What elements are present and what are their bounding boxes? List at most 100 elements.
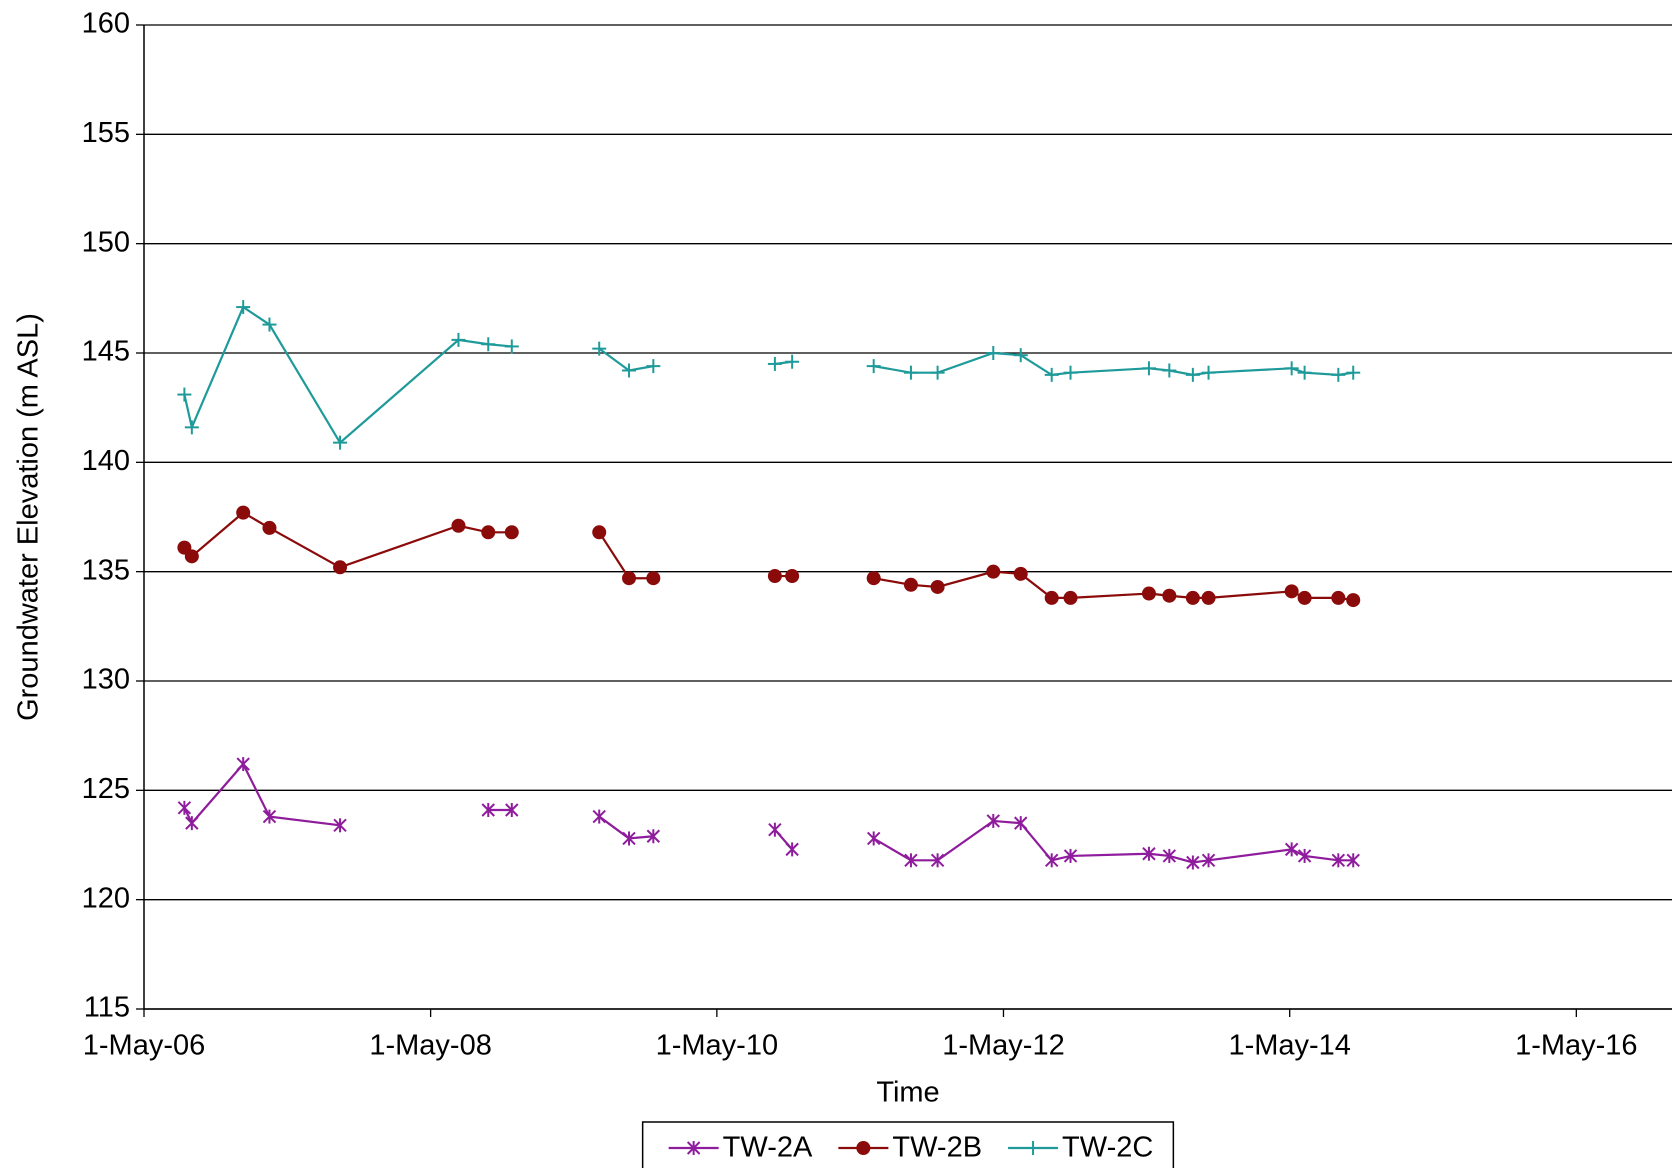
marker-plus	[1346, 365, 1361, 380]
marker-plus	[262, 317, 277, 332]
marker-circle	[856, 1141, 871, 1155]
marker-star	[1044, 853, 1059, 868]
x-tick-label: 1-May-14	[1228, 1030, 1351, 1062]
marker-circle	[785, 569, 800, 584]
marker-plus	[1013, 348, 1028, 363]
marker-dot	[622, 571, 637, 586]
marker-circle	[1044, 590, 1059, 605]
marker-plus	[767, 356, 782, 371]
marker-dot	[1201, 590, 1216, 605]
marker-star	[333, 818, 347, 833]
marker-dot	[592, 525, 607, 540]
marker-star	[262, 809, 277, 824]
marker-dot	[767, 569, 782, 584]
marker-star	[1186, 855, 1200, 870]
marker-circle	[262, 520, 277, 535]
marker-star	[1284, 842, 1299, 857]
marker-star	[1014, 816, 1028, 831]
marker-dot	[1284, 584, 1299, 599]
marker-dot	[1162, 588, 1177, 603]
marker-star	[1346, 853, 1360, 868]
marker-circle	[986, 564, 1001, 579]
marker-plus	[930, 365, 945, 380]
y-tick-label: 115	[84, 992, 130, 1024]
marker-star	[622, 831, 636, 846]
marker-circle	[646, 571, 661, 586]
marker-star	[1331, 853, 1346, 868]
x-tick-label: 1-May-10	[656, 1030, 779, 1062]
marker-plus	[451, 332, 466, 347]
y-axis-title: Groundwater Elevation (m ASL)	[13, 313, 45, 721]
marker-circle	[1013, 566, 1028, 581]
marker-plus	[184, 420, 199, 435]
marker-dot	[184, 549, 199, 564]
marker-plus	[1141, 361, 1156, 376]
marker-star	[785, 842, 799, 857]
marker-plus	[592, 341, 607, 356]
marker-star	[686, 1141, 701, 1155]
legend-label: TW-2A	[723, 1132, 813, 1164]
marker-circle	[236, 505, 251, 520]
marker-dot	[646, 571, 661, 586]
marker-star	[646, 829, 661, 844]
marker-circle	[451, 518, 466, 533]
marker-circle	[767, 569, 782, 584]
marker-circle	[903, 577, 918, 592]
y-tick-label: 150	[82, 226, 130, 258]
marker-plus	[1185, 367, 1200, 382]
marker-circle	[1141, 586, 1156, 601]
marker-dot	[1044, 590, 1059, 605]
legend: TW-2A TW-2B TW-2C	[641, 1121, 1175, 1168]
marker-dot	[504, 525, 519, 540]
marker-circle	[504, 525, 519, 540]
marker-star	[236, 757, 250, 772]
marker-circle	[622, 571, 637, 586]
marker-star	[986, 813, 1000, 828]
marker-dot	[903, 577, 918, 592]
marker-star	[930, 853, 945, 868]
marker-circle	[1063, 590, 1078, 605]
x-tick-label: 1-May-16	[1515, 1030, 1638, 1062]
marker-dot	[451, 518, 466, 533]
y-tick-label: 120	[82, 882, 130, 914]
marker-plus	[1201, 365, 1216, 380]
marker-circle	[1201, 590, 1216, 605]
y-tick-label: 130	[82, 664, 130, 696]
marker-dot	[236, 505, 251, 520]
marker-plus	[1284, 361, 1299, 376]
marker-circle	[184, 549, 199, 564]
marker-star	[177, 800, 192, 815]
series-line	[183, 305, 1354, 445]
marker-circle	[1284, 584, 1299, 599]
marker-dot	[262, 520, 277, 535]
marker-circle	[1331, 590, 1346, 605]
marker-star	[904, 853, 918, 868]
legend-label: TW-2B	[892, 1132, 982, 1164]
x-tick-label: 1-May-08	[369, 1030, 492, 1062]
y-tick-label: 145	[82, 336, 130, 368]
marker-star	[1063, 848, 1078, 863]
marker-plus	[1297, 365, 1312, 380]
marker-dot	[856, 1141, 871, 1155]
marker-dot	[1346, 593, 1361, 608]
marker-plus	[236, 300, 251, 315]
marker-star	[768, 822, 782, 837]
x-tick-label: 1-May-12	[942, 1030, 1065, 1062]
marker-star	[1201, 853, 1216, 868]
marker-star	[1142, 846, 1156, 861]
marker-plus	[646, 359, 661, 374]
marker-dot	[1063, 590, 1078, 605]
marker-plus	[1331, 367, 1346, 382]
marker-plus	[177, 387, 192, 402]
marker-dot	[1141, 586, 1156, 601]
legend-label: TW-2C	[1062, 1132, 1153, 1164]
marker-plus	[903, 365, 918, 380]
marker-star	[481, 803, 495, 818]
marker-dot	[333, 560, 348, 575]
marker-circle	[930, 579, 945, 594]
marker-plus	[1044, 367, 1059, 382]
marker-plus	[1063, 365, 1078, 380]
marker-plus	[622, 363, 637, 378]
y-tick-label: 135	[82, 554, 130, 586]
marker-plus	[986, 346, 1001, 360]
